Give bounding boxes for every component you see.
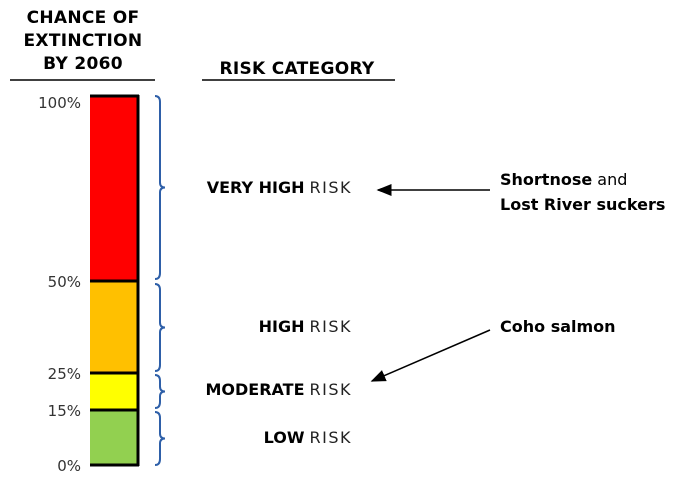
segment-moderate [90,373,138,410]
annotation-coho: Coho salmon [500,317,616,336]
category-high: HIGH RISK [259,317,352,336]
segment-low [90,410,138,465]
tick-label-50: 50% [48,273,81,291]
tick-label-100: 100% [38,94,81,112]
right-header: RISK CATEGORY [219,59,374,79]
category-moderate: MODERATE RISK [205,380,352,399]
tick-label-0: 0% [57,457,81,475]
category-very-high: VERY HIGH RISK [207,178,352,197]
category-low: LOW RISK [264,428,352,447]
segment-high [90,281,138,373]
tick-label-25: 25% [48,365,81,383]
brace-high [154,283,166,372]
annotation-suckers-line-1: Shortnose and [500,170,627,189]
brace-low [154,411,166,466]
brace-very-high [154,95,166,280]
annotation-suckers-line-2: Lost River suckers [500,195,665,214]
left-header-line-3: BY 2060 [43,54,123,74]
left-header-line-2: EXTINCTION [24,31,143,51]
left-header-line-1: CHANCE OF [27,8,140,28]
tick-label-15: 15% [48,402,81,420]
segment-very-high [90,96,138,281]
arrow-coho [370,329,491,382]
brace-moderate [154,374,166,409]
